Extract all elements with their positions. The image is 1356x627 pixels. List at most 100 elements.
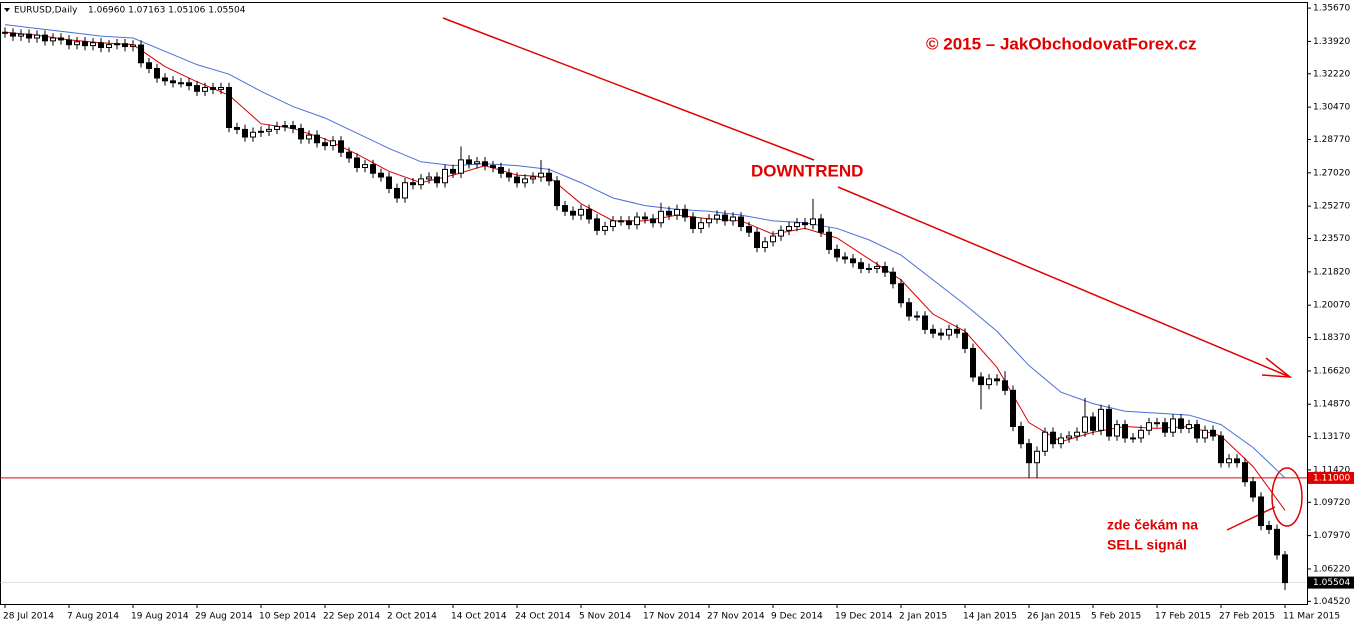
candle-body (242, 128, 248, 138)
x-tick-label: 26 Jan 2015 (1027, 612, 1081, 622)
y-tick-label: 1.13170 (1313, 432, 1350, 442)
candle-body (274, 126, 280, 130)
x-tick-label: 10 Sep 2014 (259, 612, 316, 622)
x-tick-label: 7 Aug 2014 (67, 612, 119, 622)
candle-body (922, 315, 928, 330)
level-tag-label: 1.11000 (1313, 473, 1350, 483)
candle-body (506, 172, 512, 178)
candle-body (762, 241, 768, 248)
signal-label: zde čekám na (1107, 517, 1198, 533)
candle-body (466, 159, 472, 165)
candle-body (1010, 389, 1016, 428)
candle-body (386, 176, 392, 189)
candle-body (26, 33, 32, 39)
candle-body (1130, 437, 1136, 440)
candle-body (570, 210, 576, 216)
candle-body (722, 214, 728, 222)
menu-triangle (4, 8, 10, 12)
x-tick-label: 14 Jan 2015 (963, 612, 1017, 622)
y-tick-label: 1.16620 (1313, 366, 1350, 376)
level-tag (1308, 471, 1354, 484)
candle-body (906, 302, 912, 317)
candle-body (978, 376, 984, 386)
candle-body (1178, 418, 1184, 429)
candle-body (138, 44, 144, 64)
arrow-head (1261, 357, 1293, 378)
candle-body (954, 328, 960, 334)
candle-body (938, 332, 944, 336)
candle-body (738, 216, 744, 228)
candle-body (1050, 431, 1056, 445)
candle-body (538, 172, 544, 178)
candle-body (602, 226, 608, 231)
candle-body (1106, 408, 1112, 437)
trend-label: DOWNTREND (751, 161, 863, 180)
candle-body (810, 218, 816, 226)
candle-body (1026, 443, 1032, 464)
y-tick-label: 1.23570 (1313, 234, 1350, 244)
candle-body (402, 182, 408, 199)
x-tick-label: 19 Aug 2014 (131, 612, 189, 622)
candle-body (186, 82, 192, 87)
copyright: © 2015 – JakObchodovatForex.cz (926, 34, 1196, 53)
y-tick-label: 1.33920 (1313, 37, 1350, 47)
candle-body (1074, 431, 1080, 437)
candle-body (1170, 418, 1176, 433)
candle-body (826, 231, 832, 250)
candle-body (1154, 422, 1160, 425)
candle-body (658, 210, 664, 224)
candle-body (634, 216, 640, 226)
x-tick-label: 11 Mar 2015 (1283, 612, 1340, 622)
candle-body (1186, 424, 1192, 429)
candle-body (1218, 435, 1224, 464)
candle-body (34, 34, 40, 39)
candle-body (298, 127, 304, 140)
candle-body (162, 77, 168, 82)
candle-body (426, 176, 432, 180)
candle-body (946, 328, 952, 336)
candle-body (842, 256, 848, 260)
x-tick-label: 27 Feb 2015 (1219, 612, 1275, 622)
candle-body (986, 378, 992, 386)
candle-body (130, 44, 136, 48)
candle-body (202, 87, 208, 92)
x-tick-label: 14 Oct 2014 (451, 612, 507, 622)
candle-body (306, 134, 312, 140)
candle-body (1210, 429, 1216, 437)
candle-body (498, 166, 504, 174)
signal-label: SELL signál (1107, 537, 1187, 553)
candle-body (754, 231, 760, 248)
candle-body (1034, 450, 1040, 464)
candle-body (1146, 422, 1152, 431)
candle-body (322, 142, 328, 147)
candle-body (18, 33, 24, 37)
candle-body (626, 220, 632, 226)
y-tick-label: 1.30470 (1313, 103, 1350, 113)
candle-body (1266, 525, 1272, 530)
candle-body (58, 37, 64, 41)
candle-body (554, 180, 560, 207)
candle-body (234, 127, 240, 130)
candle-body (802, 222, 808, 226)
candle-body (890, 271, 896, 285)
candle-body (1242, 462, 1248, 483)
candle-body (1122, 424, 1128, 439)
x-tick-label: 5 Nov 2014 (579, 612, 631, 622)
candle-body (650, 218, 656, 224)
candle-body (290, 125, 296, 129)
candle-body (2, 31, 8, 34)
y-tick-label: 1.21820 (1313, 267, 1350, 277)
candle-body (562, 205, 568, 212)
candle-body (282, 125, 288, 128)
candle-body (834, 248, 840, 258)
candle-body (642, 216, 648, 220)
candle-body (1162, 422, 1168, 433)
y-tick-label: 1.07970 (1313, 531, 1350, 541)
candle-body (1250, 481, 1256, 498)
candle-body (378, 172, 384, 178)
x-tick-label: 9 Dec 2014 (771, 612, 823, 622)
candle-body (1002, 380, 1008, 391)
candle-body (794, 222, 800, 228)
candle-body (90, 42, 96, 47)
candle-body (578, 208, 584, 216)
